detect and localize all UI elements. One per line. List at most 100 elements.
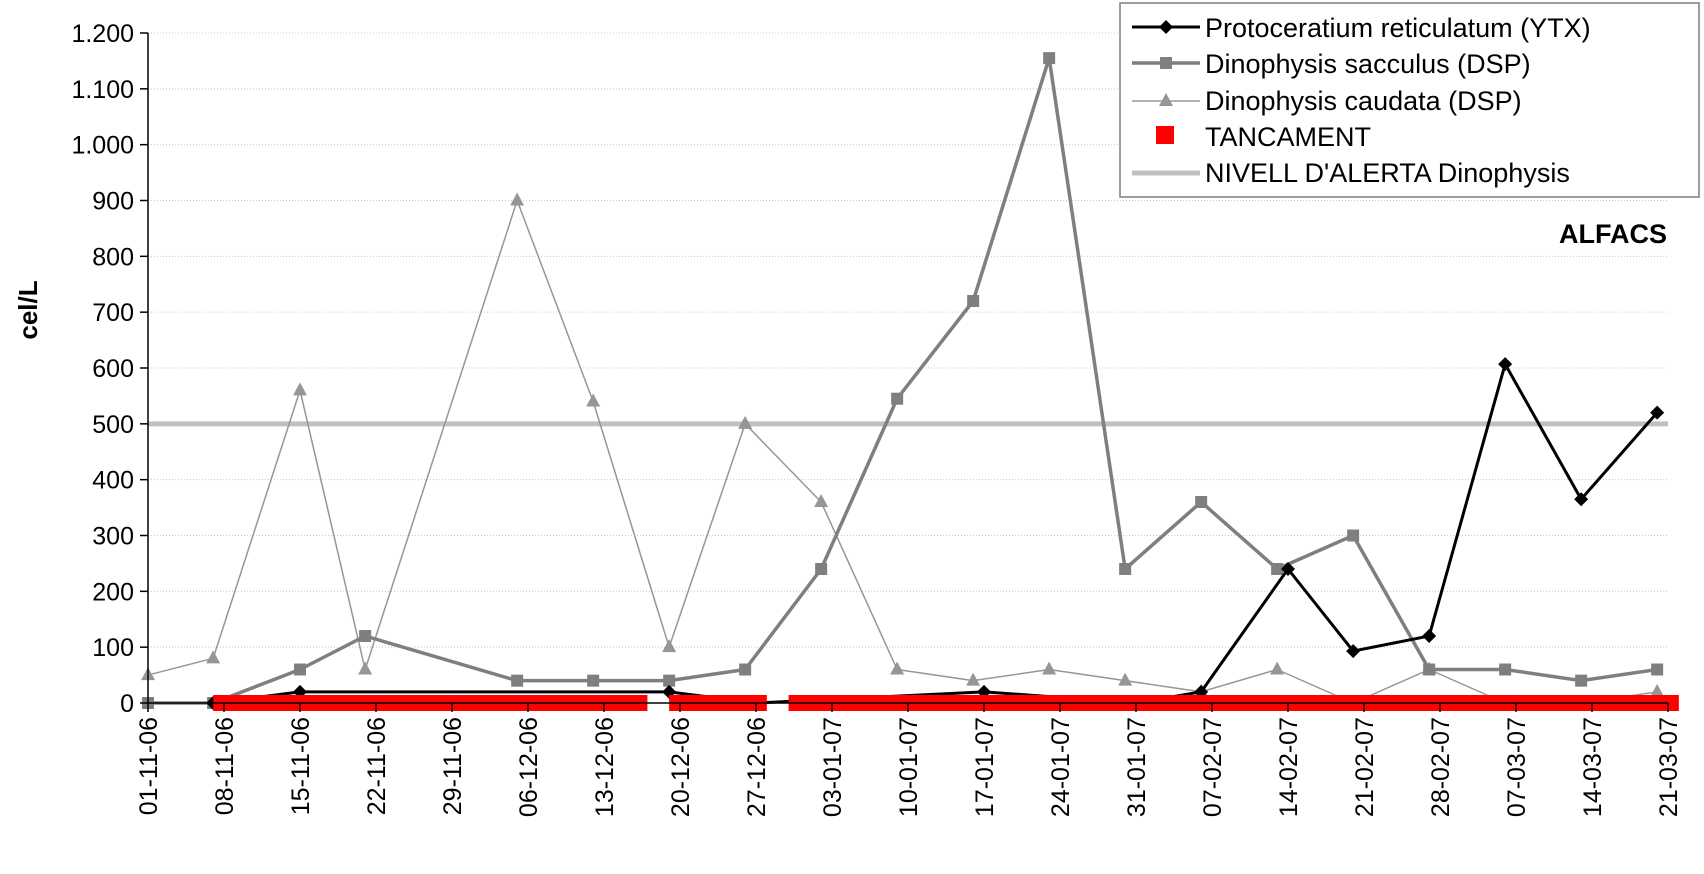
data-point-triangle [662,639,677,653]
data-point-square [1119,563,1132,575]
x-tick-label: 27-12-06 [743,717,771,817]
data-point-triangle [738,415,753,429]
y-tick-label: 100 [92,634,134,662]
data-point-square [1195,496,1208,508]
data-point-square [1651,663,1664,676]
y-tick-label: 1.000 [71,132,134,160]
data-point-triangle [510,192,525,206]
data-point-triangle [966,672,981,686]
x-tick-label: 29-11-06 [439,717,467,815]
data-point-triangle [293,382,307,396]
data-point-square [663,674,676,687]
data-point-triangle [1118,672,1133,686]
y-tick-label: 700 [92,299,134,327]
x-tick-label: 31-01-07 [1123,717,1151,817]
x-tick-labels: 01-11-06 08-11-06 15-11-06 22-11-06 29-11-06… [135,717,1683,817]
x-tick-label: 22-11-06 [363,717,391,815]
y-tick-label: 600 [92,355,134,383]
y-tick-label: 500 [92,411,134,439]
x-tick-label: 17-01-07 [971,717,999,817]
data-point-diamond [1346,644,1361,659]
data-point-triangle [1042,661,1057,675]
x-tick-label: 10-01-07 [895,717,923,817]
y-tick-label: 300 [92,523,134,551]
legend-label-protoceratium: Protoceratium reticulatum (YTX) [1205,13,1591,43]
data-point-triangle [1270,661,1285,675]
x-tick-label: 24-01-07 [1047,717,1075,817]
data-point-square [815,563,828,575]
data-point-square [359,630,372,642]
y-tick-label: 1.200 [71,20,134,48]
legend-item-tancament: TANCAMENT [1156,122,1371,152]
series-1 [142,52,1664,709]
x-tick-label: 15-11-06 [287,717,315,815]
data-point-square [739,663,752,676]
data-point-triangle [358,661,373,675]
data-point-triangle [890,661,905,675]
x-tick-label: 21-02-07 [1351,717,1379,817]
data-point-diamond [1574,492,1589,507]
x-tick-label: 21-03-07 [1655,717,1683,817]
data-point-square [891,392,904,405]
series-line [148,56,1658,705]
x-tick-label: 14-03-07 [1579,717,1607,817]
data-point-diamond [1498,357,1513,372]
y-tick-labels: 0 100 200 300 400 500 600 700 800 900 1.000 1.100 1.… [71,20,134,718]
data-point-square [967,295,980,307]
y-tick-label: 800 [92,243,134,271]
data-point-triangle [814,494,829,507]
station-annotation: ALFACS [1559,219,1667,249]
y-tick-label: 900 [92,188,134,216]
data-point-square [1575,674,1588,687]
legend-triangle-marker-icon [1159,93,1173,106]
series-2 [141,192,1665,708]
y-tick-label: 400 [92,467,134,495]
legend: Protoceratium reticulatum (YTX) Dinophys… [1119,2,1700,198]
legend-red-square-icon [1156,126,1174,144]
data-point-square [511,674,524,687]
data-point-triangle [1650,683,1665,697]
legend-item-alert-level: NIVELL D'ALERTA Dinophysis [1132,158,1570,188]
x-tick-label: 06-12-06 [515,717,543,817]
data-point-diamond [1422,629,1437,643]
series-line [212,362,1659,705]
legend-box [1119,2,1700,198]
data-point-square [1271,563,1284,575]
x-tick-label: 07-02-07 [1199,717,1227,817]
axes [140,32,1669,712]
x-tick-label: 01-11-06 [135,717,163,815]
y-tick-label: 0 [120,690,134,718]
legend-diamond-marker-icon [1159,20,1173,34]
data-point-square [1499,663,1512,676]
legend-label-tancament: TANCAMENT [1205,122,1371,152]
x-tick-label: 13-12-06 [591,717,619,817]
data-point-square [1423,663,1436,676]
x-tick-label: 28-02-07 [1427,717,1455,817]
x-tick-label: 20-12-06 [667,717,695,817]
x-tick-label: 08-11-06 [211,717,239,815]
legend-label-alert-level: NIVELL D'ALERTA Dinophysis [1205,158,1570,188]
legend-label-dinophysis-sacculus: Dinophysis sacculus (DSP) [1205,49,1531,79]
legend-item-protoceratium: Protoceratium reticulatum (YTX) [1132,13,1591,43]
data-point-square [294,663,306,676]
legend-square-marker-icon [1160,57,1172,69]
series-layer [141,52,1665,710]
data-point-diamond [1650,405,1665,420]
data-point-square [587,674,600,687]
series-0 [206,357,1665,710]
data-point-diamond [1281,562,1295,576]
y-tick-label: 1.100 [71,76,134,104]
x-tick-label: 07-03-07 [1503,717,1531,817]
data-point-triangle [586,393,601,407]
series-line [147,199,1658,704]
legend-item-dinophysis-sacculus: Dinophysis sacculus (DSP) [1132,49,1531,79]
x-tick-label: 03-01-07 [819,717,847,817]
y-axis-label: cel/L [13,280,43,339]
x-tick-label: 14-02-07 [1275,717,1303,817]
legend-item-dinophysis-caudata: Dinophysis caudata (DSP) [1132,86,1522,116]
data-point-square [1347,529,1360,542]
y-tick-label: 200 [92,578,134,606]
legend-label-dinophysis-caudata: Dinophysis caudata (DSP) [1205,86,1522,116]
data-point-triangle [206,650,221,664]
